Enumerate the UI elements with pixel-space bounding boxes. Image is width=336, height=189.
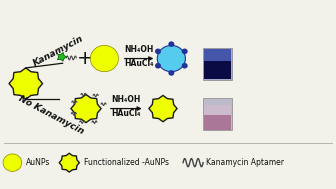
FancyBboxPatch shape: [204, 115, 230, 129]
Text: NH₄OH: NH₄OH: [112, 95, 141, 104]
Circle shape: [168, 41, 174, 47]
Polygon shape: [71, 94, 101, 123]
Circle shape: [3, 154, 22, 171]
Circle shape: [182, 63, 188, 69]
Polygon shape: [149, 95, 177, 122]
FancyBboxPatch shape: [203, 98, 232, 130]
Text: AuNPs: AuNPs: [26, 158, 50, 167]
Circle shape: [168, 70, 174, 76]
FancyBboxPatch shape: [204, 61, 230, 80]
Circle shape: [90, 45, 119, 72]
Circle shape: [157, 45, 185, 72]
Circle shape: [155, 49, 161, 54]
Text: No Kanamycin: No Kanamycin: [16, 94, 85, 136]
Circle shape: [182, 49, 188, 54]
FancyBboxPatch shape: [204, 49, 230, 61]
Text: HAuCl₄: HAuCl₄: [124, 59, 154, 68]
Text: +: +: [77, 49, 93, 68]
Polygon shape: [59, 153, 79, 172]
Text: Kanamycin Aptamer: Kanamycin Aptamer: [207, 158, 285, 167]
Text: Kanamycin: Kanamycin: [32, 34, 85, 68]
FancyBboxPatch shape: [204, 105, 230, 115]
Text: NH₄OH: NH₄OH: [124, 45, 154, 54]
Circle shape: [155, 63, 161, 69]
Polygon shape: [9, 68, 43, 99]
Text: Functionalized -AuNPs: Functionalized -AuNPs: [84, 158, 169, 167]
Polygon shape: [57, 52, 66, 61]
FancyBboxPatch shape: [203, 48, 232, 81]
Text: HAuCl₄: HAuCl₄: [112, 109, 141, 118]
